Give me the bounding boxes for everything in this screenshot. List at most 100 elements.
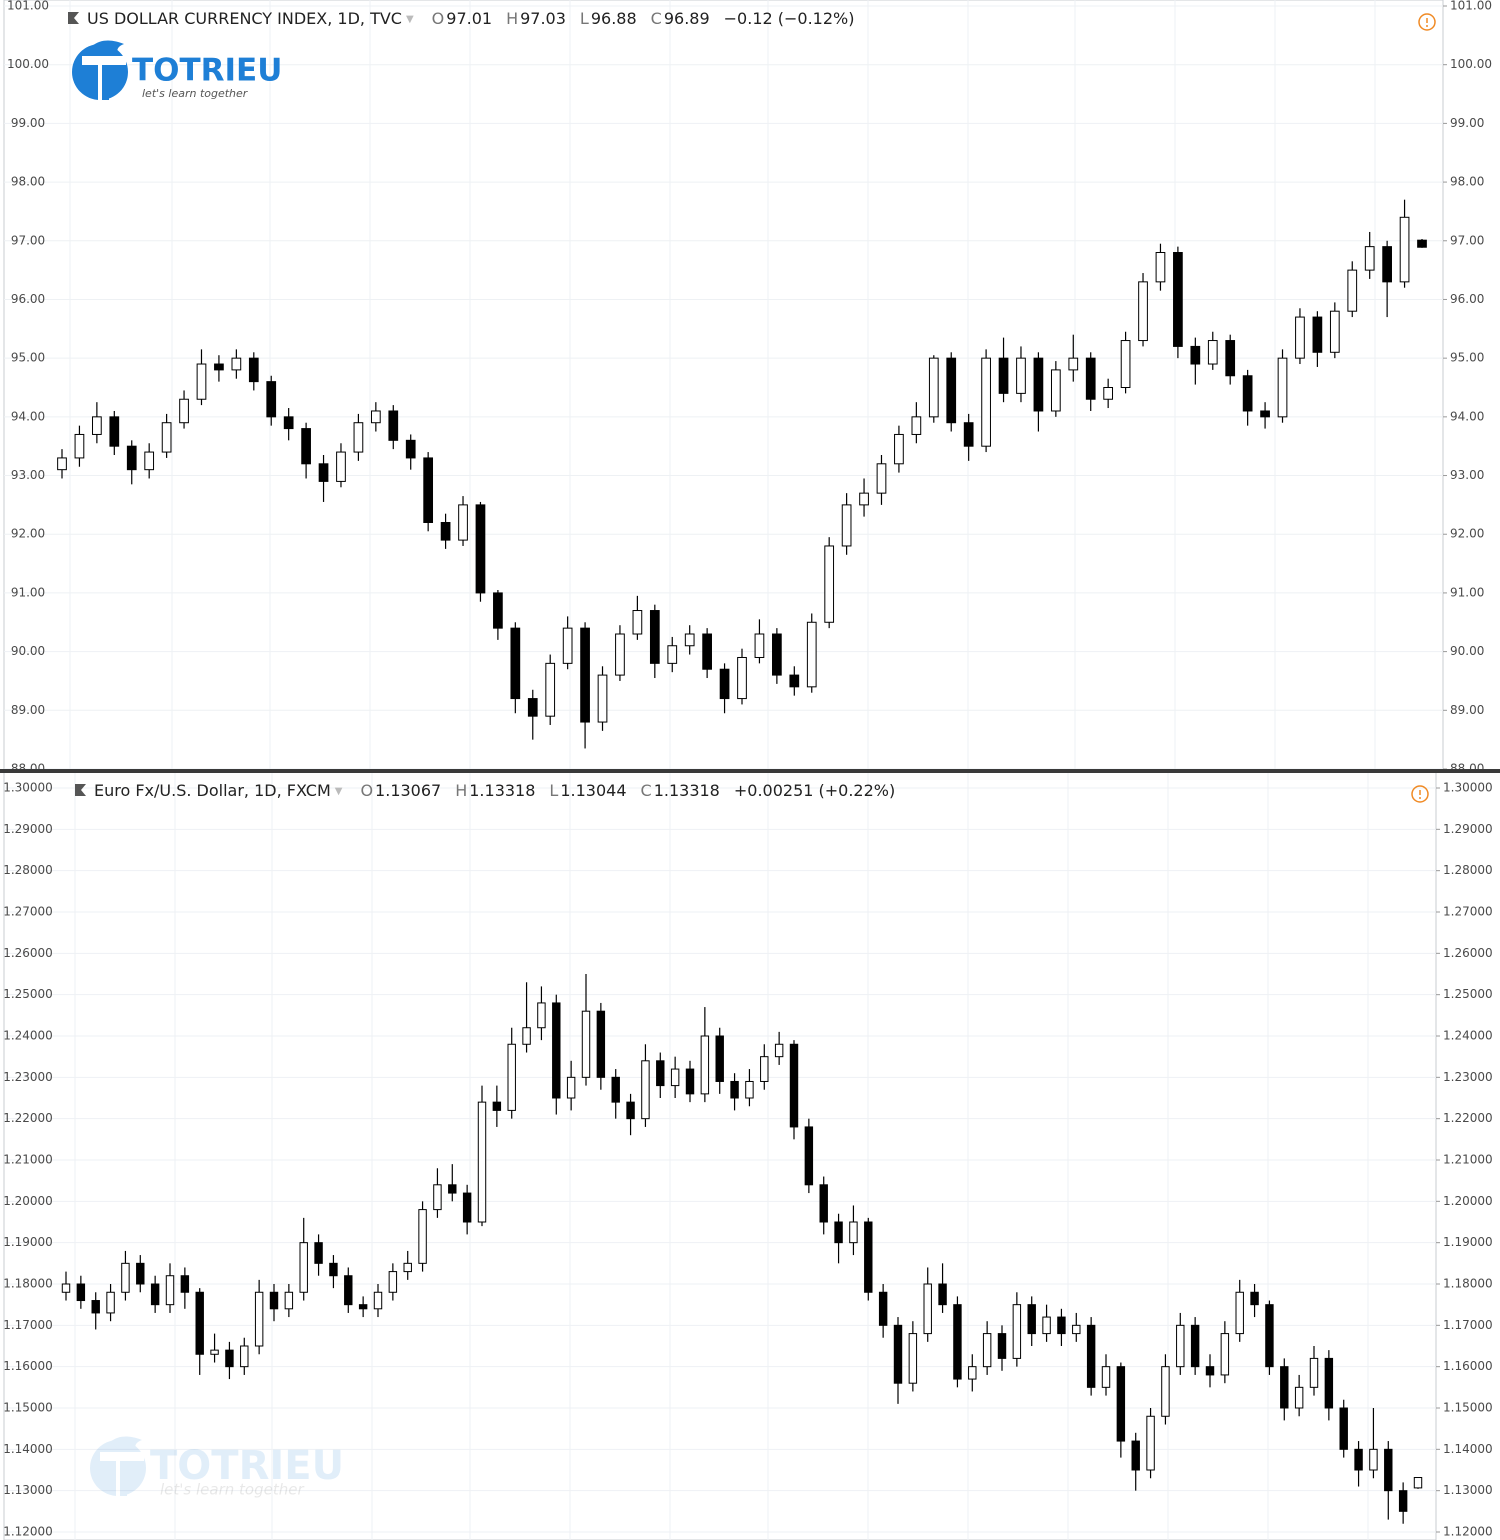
- y-tick-label-right: 1.22000: [1443, 1111, 1493, 1125]
- logo-t-stem: [116, 1452, 127, 1496]
- candle-body: [760, 1056, 769, 1082]
- candle-body: [819, 1184, 828, 1223]
- candle-body: [1339, 1407, 1348, 1450]
- legend-value: 1.13318: [654, 781, 720, 800]
- y-tick-label-right: 90.00: [1450, 644, 1484, 658]
- candle-body: [121, 1262, 130, 1293]
- candle-body: [841, 504, 852, 547]
- candle-body: [859, 492, 869, 506]
- candle-body: [893, 1324, 903, 1384]
- candle-body: [1399, 216, 1410, 283]
- candle-body: [938, 1283, 947, 1306]
- candle-body: [789, 674, 800, 688]
- y-tick-label: 1.21000: [3, 1153, 53, 1167]
- candle-body: [1027, 1304, 1036, 1335]
- y-tick-label: 97.00: [11, 233, 45, 247]
- candle-body: [1050, 369, 1061, 412]
- y-tick-label-right: 100.00: [1450, 57, 1492, 71]
- y-tick-label-right: 101.00: [1450, 0, 1492, 13]
- y-tick-label-right: 97.00: [1450, 233, 1484, 247]
- candle-body: [1057, 1316, 1066, 1335]
- candle-body: [684, 633, 695, 647]
- legend-key: H: [506, 9, 518, 28]
- candle-body: [165, 1275, 175, 1306]
- candle-body: [946, 357, 957, 424]
- legend-key: O: [432, 9, 445, 28]
- y-tick-label: 1.20000: [3, 1194, 53, 1208]
- candle-body: [493, 592, 503, 629]
- candle-body: [1161, 1366, 1170, 1417]
- y-tick-label-right: 95.00: [1450, 351, 1484, 365]
- candle-body: [615, 633, 625, 676]
- candle-body: [458, 504, 468, 541]
- candle-body: [1220, 1333, 1230, 1376]
- candle-body: [911, 416, 922, 435]
- candle-body: [1207, 340, 1218, 365]
- candle-body: [700, 1035, 710, 1095]
- candle-body: [522, 1027, 531, 1045]
- candle-body: [894, 433, 904, 465]
- candle-body: [240, 1345, 249, 1368]
- y-tick-label: 1.12000: [3, 1525, 53, 1539]
- candle-body: [597, 674, 608, 723]
- candle-body: [403, 1262, 412, 1273]
- legend-value: 1.13044: [560, 781, 626, 800]
- y-tick-label-right: 1.19000: [1443, 1235, 1493, 1249]
- candle-body: [1354, 1448, 1363, 1471]
- candle-body: [581, 1010, 591, 1078]
- candle-body: [1347, 269, 1358, 312]
- chart-header: US DOLLAR CURRENCY INDEX, 1D, TVC ▼ O 97.01…: [87, 9, 854, 28]
- warning-icon: [1411, 785, 1429, 803]
- candle-body: [1085, 357, 1096, 400]
- y-tick-label-right: 1.28000: [1443, 863, 1493, 877]
- legend-key: L: [580, 9, 589, 28]
- tagline: let's learn together: [160, 1481, 304, 1499]
- logo-t-bar: [100, 1452, 144, 1461]
- candle-body: [537, 1002, 546, 1029]
- candle-body: [789, 1043, 799, 1128]
- y-tick-label-right: 1.26000: [1443, 946, 1493, 960]
- candle-body: [981, 357, 991, 447]
- candle-body: [336, 451, 346, 482]
- candle-body: [373, 1291, 383, 1310]
- warning-icon: [1418, 13, 1436, 31]
- candle-body: [632, 610, 643, 635]
- symbol-flag: [75, 784, 86, 796]
- candle-body: [1250, 1291, 1259, 1306]
- candle-body: [418, 1209, 427, 1264]
- dropdown-caret: ▼: [335, 786, 343, 797]
- candle-body: [1294, 1386, 1304, 1409]
- y-tick-label: 1.16000: [3, 1359, 53, 1373]
- logo-circle: [90, 1440, 146, 1496]
- candle-body: [849, 1221, 858, 1244]
- candle-body: [876, 463, 887, 494]
- candle-body: [1033, 357, 1044, 412]
- candle-body: [1382, 246, 1392, 283]
- candle-body: [963, 422, 974, 447]
- candle-body: [1116, 1366, 1126, 1442]
- candle-body: [266, 381, 277, 418]
- candle-body: [1205, 1366, 1215, 1376]
- candle-body: [1384, 1448, 1393, 1492]
- candle-body: [195, 1291, 204, 1355]
- candle-body: [318, 463, 329, 482]
- candle-body: [1120, 340, 1131, 388]
- candle-body: [344, 1275, 353, 1306]
- y-tick-label: 94.00: [11, 409, 45, 423]
- candle-body: [702, 633, 712, 670]
- y-tick-label-right: 92.00: [1450, 527, 1484, 541]
- candle-body: [180, 1275, 190, 1293]
- y-tick-label-right: 1.27000: [1443, 905, 1493, 919]
- legend-value: 96.88: [591, 9, 637, 28]
- candle-body: [641, 1060, 650, 1120]
- candle-body: [1242, 375, 1253, 412]
- y-tick-label-right: 1.23000: [1443, 1070, 1493, 1084]
- panel-separator: [0, 769, 1500, 773]
- y-tick-label: 1.30000: [3, 781, 53, 795]
- y-tick-label: 93.00: [11, 468, 45, 482]
- y-tick-label: 90.00: [11, 644, 45, 658]
- logo-t-stem-blue: [120, 1461, 127, 1496]
- candle-body: [1190, 1324, 1200, 1368]
